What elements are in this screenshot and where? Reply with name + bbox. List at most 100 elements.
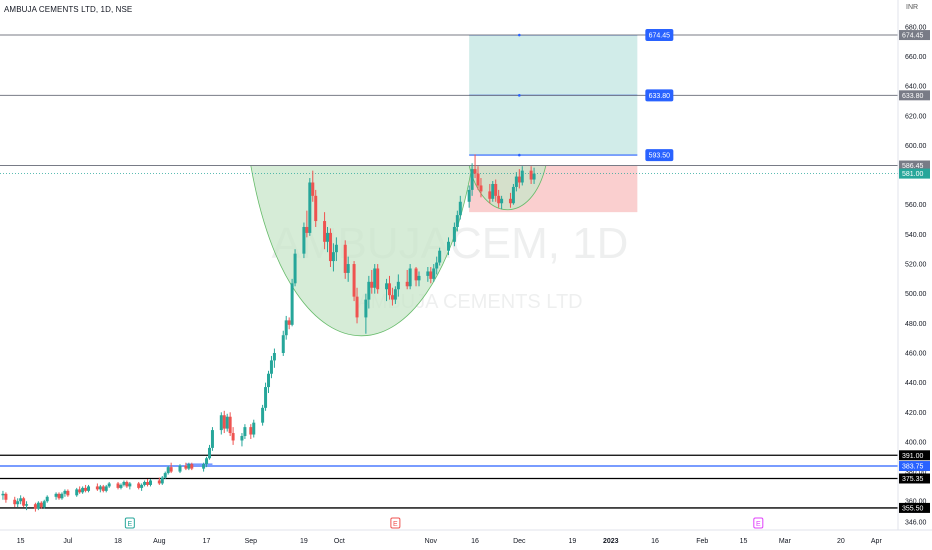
- event-badge: [124, 517, 135, 529]
- candle-body: [267, 373, 271, 388]
- candle-2022-09-14: [287, 317, 291, 330]
- candle-body: [148, 480, 152, 485]
- candle-2022-07-06: [81, 486, 85, 494]
- candle-2022-08-18: [207, 444, 211, 460]
- candle-2022-10-10: [364, 293, 368, 334]
- y-tick-label: 640.00: [905, 84, 927, 91]
- candle-body: [87, 486, 91, 491]
- candle-body: [128, 483, 132, 487]
- candle-body: [326, 232, 330, 242]
- currency-label: INR: [906, 4, 919, 11]
- candle-2022-08-17: [205, 456, 209, 468]
- x-tick-label: 20: [837, 538, 845, 545]
- candle-2022-06-17: [25, 501, 29, 511]
- candle-2022-10-13: [373, 264, 377, 294]
- candle-body: [370, 281, 374, 288]
- candle-body: [405, 281, 409, 287]
- candle-body: [13, 499, 17, 505]
- candle-2022-07-11: [95, 483, 99, 491]
- y-tick-label: 460.00: [905, 350, 927, 357]
- candle-body: [143, 481, 147, 485]
- candle-2022-08-22: [219, 412, 223, 435]
- candle-body: [60, 493, 64, 499]
- candle-body: [393, 289, 397, 300]
- current-price-tag-bg: [899, 168, 930, 179]
- candle-2022-09-06: [264, 382, 268, 411]
- x-tick-label: 17: [203, 538, 211, 545]
- time-axis-bg: [0, 530, 932, 550]
- x-tick-label: 19: [569, 538, 577, 545]
- event-letter: E: [756, 521, 761, 528]
- x-tick-label: 19: [300, 538, 308, 545]
- x-tick-label: Aug: [153, 538, 166, 545]
- candle-2022-08-04: [166, 465, 170, 475]
- candle-body: [305, 226, 309, 233]
- candle-2022-08-08: [178, 464, 182, 474]
- candle-2022-07-04: [75, 487, 79, 497]
- event-badge: [753, 517, 764, 529]
- candle-2022-09-30: [334, 237, 338, 262]
- candle-2022-06-13: [13, 496, 17, 508]
- candle-body: [98, 486, 102, 490]
- candle-2022-07-13: [101, 484, 105, 493]
- candle-body: [376, 268, 380, 290]
- y-tick-label: 680.00: [905, 24, 927, 31]
- candle-body: [33, 504, 37, 509]
- price-labels: 674.45 633.80 586.45 391.00 383.75 375.35 355.…: [518, 29, 930, 513]
- candle-2022-11-24: [497, 189, 501, 208]
- candle-body: [390, 295, 394, 300]
- candle-body: [343, 244, 347, 273]
- candle-body: [476, 173, 480, 186]
- candle-2022-10-11: [367, 275, 371, 309]
- candle-2022-10-17: [385, 278, 389, 302]
- time-axis[interactable]: 15 Jul 18 Aug 17 Sep 19 Oct Nov 16 Dec 19 2023 16 Feb 1…: [0, 529, 932, 550]
- candle-body: [166, 467, 170, 474]
- x-tick-label: Jul: [63, 538, 72, 545]
- candle-2022-07-21: [125, 480, 129, 488]
- candle-body: [364, 299, 368, 318]
- candle-2022-11-18: [479, 178, 483, 198]
- candles: [1, 154, 536, 512]
- candle-body: [532, 173, 536, 180]
- candle-body: [84, 487, 88, 491]
- candle-body: [281, 335, 285, 353]
- candle-body: [219, 415, 223, 431]
- position-midpoint: [518, 153, 521, 157]
- candle-2022-09-02: [252, 419, 256, 438]
- candle-body: [190, 464, 194, 469]
- candle-2022-07-14: [104, 484, 108, 493]
- candle-2022-11-07: [447, 237, 450, 256]
- candle-2022-10-04: [346, 256, 350, 282]
- candle-2022-09-26: [323, 212, 327, 250]
- candle-2022-06-15: [19, 495, 23, 505]
- candle-2022-11-04: [438, 247, 442, 266]
- x-tick-label: Feb: [696, 538, 708, 545]
- position-tag-674.45: 674.45: [649, 33, 671, 40]
- candle-2022-08-10: [184, 462, 188, 471]
- x-tick-label: Mar: [779, 538, 792, 545]
- candle-body: [408, 268, 412, 287]
- candle-2022-11-03: [435, 256, 439, 275]
- candle-body: [125, 481, 129, 487]
- candle-body: [387, 283, 391, 296]
- event-dividend-icon: E: [753, 517, 764, 529]
- y-tick-label: 660.00: [905, 54, 927, 61]
- candle-body: [269, 360, 273, 374]
- candle-body: [334, 244, 338, 253]
- candle-2022-09-28: [328, 228, 332, 267]
- candle-2022-07-01: [66, 489, 70, 497]
- candle-2022-06-20: [33, 502, 37, 512]
- candle-body: [163, 473, 167, 478]
- candle-2022-09-29: [331, 243, 335, 272]
- candle-body: [25, 504, 29, 506]
- candle-2022-06-23: [42, 499, 46, 509]
- candle-2022-11-16: [473, 154, 477, 179]
- candle-body: [529, 170, 533, 180]
- candle-body: [467, 189, 471, 202]
- candle-body: [511, 186, 515, 204]
- y-tick-label: 346.00: [905, 520, 927, 527]
- position-midpoint: [518, 94, 521, 97]
- candle-body: [520, 170, 524, 183]
